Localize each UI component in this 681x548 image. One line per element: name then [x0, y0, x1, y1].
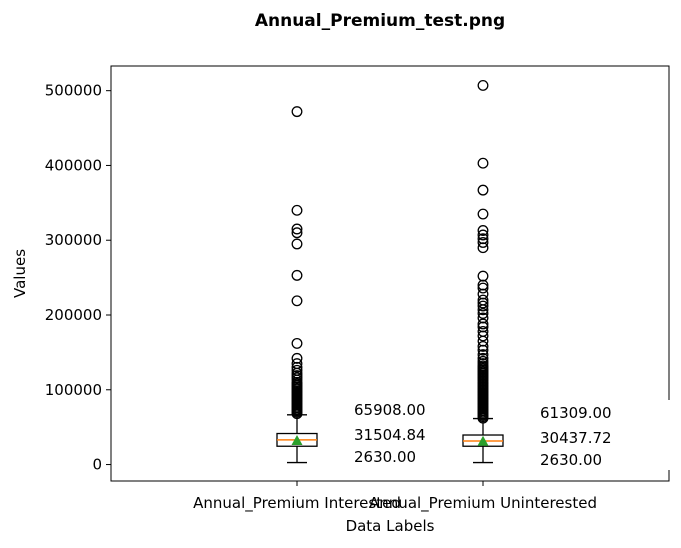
mean-marker: [291, 434, 303, 445]
plot-layer: [276, 79, 504, 464]
outlier-point: [477, 294, 489, 306]
outlier-point: [477, 340, 489, 352]
stat-label: 2630.00: [540, 451, 602, 469]
outlier-point: [291, 227, 303, 239]
y-tick-label: 500000: [45, 82, 102, 100]
outlier-point: [477, 282, 489, 294]
stat-label: 2630.00: [354, 448, 416, 466]
outlier-point: [291, 238, 303, 250]
y-tick-label: 200000: [45, 306, 102, 324]
outlier-point: [291, 337, 303, 349]
outlier-point: [477, 237, 489, 248]
y-tick-label: 300000: [45, 231, 102, 249]
outlier-point: [291, 204, 303, 216]
outlier-point: [291, 364, 303, 376]
chart-title: Annual_Premium_test.png: [255, 11, 505, 31]
plot-area-frame: [110, 65, 670, 482]
y-tick-label: 100000: [45, 381, 102, 399]
x-tick-label: Annual_Premium Uninterested: [369, 494, 597, 513]
outlier-point: [477, 208, 489, 220]
outlier-point: [477, 308, 489, 319]
outlier-point: [477, 352, 489, 364]
outlier-point: [477, 312, 489, 324]
outlier-point: [291, 223, 303, 235]
outlier-point: [477, 79, 489, 91]
outlier-point: [477, 184, 489, 196]
outlier-point: [477, 318, 489, 330]
mean-marker: [477, 435, 489, 446]
outlier-point: [477, 349, 489, 361]
outlier-point: [477, 225, 489, 236]
outlier-point: [291, 358, 303, 370]
outlier-point: [477, 157, 489, 169]
y-tick-label: 0: [92, 456, 102, 474]
stat-label: 31504.84: [354, 426, 426, 444]
stat-label: 30437.72: [540, 429, 612, 447]
outlier-point: [477, 233, 489, 245]
y-tick-label: 400000: [45, 156, 102, 174]
outlier-point: [291, 269, 303, 281]
y-axis-label: Values: [11, 249, 29, 298]
outlier-point: [291, 352, 303, 364]
stat-label: 65908.00: [354, 401, 426, 419]
x-axis-label: Data Labels: [346, 517, 435, 535]
outlier-point: [477, 355, 489, 367]
stat-label: 61309.00: [540, 404, 612, 422]
outlier-point: [477, 270, 489, 282]
x-tick-label: Annual_Premium Interested: [193, 494, 401, 513]
outlier-point: [477, 300, 489, 312]
outlier-point: [291, 295, 303, 307]
outlier-point: [477, 326, 489, 337]
outlier-point: [477, 229, 489, 241]
outlier-point: [291, 106, 303, 118]
stat-label-background: [536, 400, 681, 470]
